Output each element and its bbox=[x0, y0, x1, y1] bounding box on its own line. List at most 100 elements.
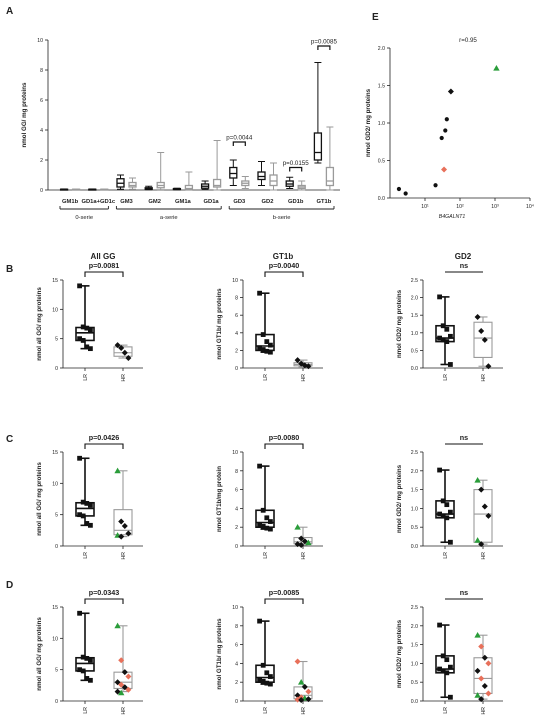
category-label: GD2 bbox=[262, 199, 274, 205]
category-label: HR bbox=[301, 707, 307, 715]
data-point bbox=[440, 668, 446, 674]
y-tick-label: 5 bbox=[55, 513, 58, 519]
data-point bbox=[437, 622, 442, 628]
x-tick-label: 10² bbox=[456, 204, 464, 210]
data-point bbox=[80, 338, 86, 343]
panel-label-a: A bbox=[6, 6, 13, 17]
data-point bbox=[301, 538, 308, 545]
box-lr-5 bbox=[200, 180, 210, 190]
data-point bbox=[118, 681, 125, 688]
y-axis-label: nmol GT1b/ mg proteins bbox=[216, 288, 223, 360]
data-point bbox=[478, 675, 485, 682]
box-hr-6 bbox=[241, 176, 250, 189]
data-point bbox=[114, 688, 121, 695]
data-point bbox=[114, 467, 121, 474]
data-point bbox=[298, 360, 305, 367]
data-point bbox=[443, 128, 448, 133]
data-point bbox=[114, 622, 121, 629]
x-axis-label: B4GALNT1 bbox=[439, 214, 466, 220]
box-body bbox=[128, 181, 137, 188]
category-label: GM2 bbox=[148, 199, 161, 205]
category-label: GD1b bbox=[288, 199, 304, 205]
panel-label-e: E bbox=[372, 12, 379, 23]
box-hr-0 bbox=[71, 188, 81, 191]
y-tick-label: 10 bbox=[37, 38, 43, 44]
group-label: 0-serie bbox=[75, 215, 93, 221]
box-hr bbox=[473, 477, 493, 548]
data-point bbox=[481, 654, 488, 661]
y-tick-label: 10 bbox=[52, 636, 58, 642]
data-point bbox=[118, 518, 125, 525]
box-hr bbox=[293, 524, 313, 549]
group-label: b-serie bbox=[273, 215, 291, 221]
y-axis-label: nmol GT1b/mg protein bbox=[216, 466, 223, 532]
p-value-label: p=0.0044 bbox=[226, 135, 253, 142]
data-point bbox=[114, 679, 121, 686]
correlation-label: r=0.95 bbox=[459, 37, 477, 44]
data-point bbox=[118, 533, 125, 540]
data-point bbox=[481, 503, 488, 510]
y-tick-label: 5 bbox=[55, 337, 58, 343]
data-point bbox=[268, 681, 273, 687]
category-label: LR bbox=[83, 374, 89, 381]
data-point bbox=[88, 346, 93, 352]
y-axis-label: nmol GD2/ mg proteins bbox=[396, 619, 403, 688]
y-tick-label: 10 bbox=[232, 450, 238, 456]
data-point bbox=[80, 668, 86, 674]
y-tick-label: 4 bbox=[235, 331, 238, 337]
data-point bbox=[125, 355, 132, 362]
data-point bbox=[268, 519, 273, 524]
significance-bracket bbox=[264, 271, 304, 277]
y-tick-label: 2.0 bbox=[378, 46, 385, 52]
data-point bbox=[481, 336, 488, 343]
y-axis-label: nmol GD2/ mg proteins bbox=[396, 464, 403, 533]
data-point bbox=[444, 326, 450, 332]
chart-title: GT1b bbox=[273, 252, 294, 261]
significance-bracket bbox=[84, 271, 124, 277]
data-point bbox=[257, 345, 262, 351]
y-tick-label: 2.0 bbox=[411, 469, 418, 475]
box-hr bbox=[293, 658, 313, 704]
y-tick-label: 1.0 bbox=[411, 506, 418, 512]
box-lr bbox=[255, 290, 275, 355]
data-point bbox=[118, 345, 125, 352]
data-point bbox=[257, 618, 262, 624]
category-label: GM3 bbox=[120, 199, 133, 205]
data-point bbox=[305, 363, 312, 370]
data-point bbox=[444, 657, 450, 663]
data-point bbox=[448, 664, 453, 670]
data-point bbox=[305, 696, 312, 703]
box-lr bbox=[75, 455, 95, 528]
p-value-label: p=0.0426 bbox=[89, 433, 120, 442]
chart-e: 0.0 0.5 1.0 1.5 2.0 10¹ 10² 10³ 10⁴ nmol GD2/ mg … bbox=[365, 37, 534, 220]
panel-label-b: B bbox=[6, 264, 13, 275]
data-point bbox=[305, 539, 312, 546]
data-point bbox=[257, 290, 262, 296]
category-label: HR bbox=[301, 552, 307, 560]
chart-c3: 0.0 0.5 1.0 1.5 2.0 2.5 nmol GD2/ mg proteins L… bbox=[396, 433, 503, 560]
y-tick-label: 0.5 bbox=[378, 159, 385, 165]
category-label: LR bbox=[443, 707, 449, 714]
y-tick-label: 2.5 bbox=[411, 605, 418, 611]
y-tick-label: 1.0 bbox=[378, 121, 385, 127]
data-point bbox=[264, 339, 270, 344]
p-value-label: p=0.0040 bbox=[269, 261, 300, 270]
data-point bbox=[478, 541, 485, 548]
data-point bbox=[403, 191, 408, 196]
data-point bbox=[474, 632, 481, 638]
chart-a: 0 2 4 6 8 10 nmol GG/ mg proteins GM1b GD1a+GD1c… bbox=[21, 38, 340, 221]
category-label: LR bbox=[83, 552, 89, 559]
box-body bbox=[257, 171, 266, 181]
y-tick-label: 0.0 bbox=[411, 544, 418, 550]
box-lr-1 bbox=[88, 188, 97, 191]
category-label: GT1b bbox=[316, 199, 331, 205]
chart-b3: GD2 0.0 0.5 1.0 1.5 2.0 2.5 nmol GD2/ mg protei… bbox=[396, 252, 503, 382]
data-point bbox=[84, 655, 90, 661]
y-axis-label: nmol GD2/ mg proteins bbox=[365, 88, 372, 157]
data-point bbox=[440, 653, 446, 659]
y-tick-label: 5 bbox=[55, 668, 58, 674]
data-point bbox=[448, 362, 453, 367]
data-point bbox=[84, 344, 90, 350]
y-axis-label: nmol GT1b/ mg proteins bbox=[216, 618, 223, 690]
data-point bbox=[260, 662, 266, 668]
